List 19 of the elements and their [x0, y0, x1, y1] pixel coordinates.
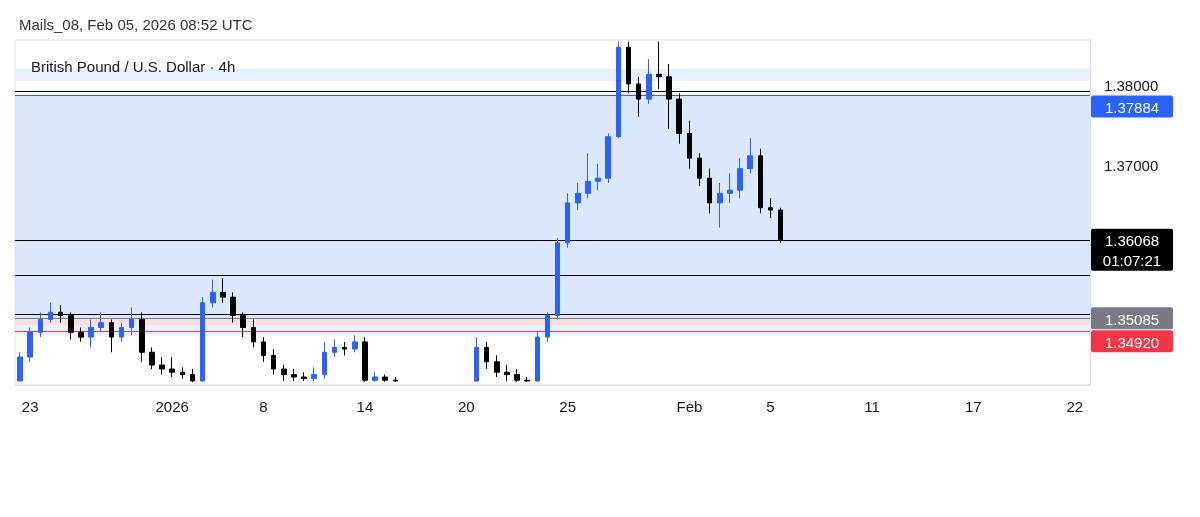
x-tick-label: 14: [356, 398, 374, 415]
y-tick-label: 1.37000: [1104, 156, 1159, 174]
ref-line-label: 1.35085: [1104, 310, 1160, 328]
ref-line-label: 1.37884: [1104, 99, 1160, 117]
x-tick-label: 20: [457, 398, 475, 415]
ref-line-label: 1.34920: [1104, 333, 1160, 351]
x-tick-label: 11: [864, 398, 880, 415]
x-tick-label: 2026: [155, 398, 189, 415]
y-tick-label: 1.38000: [1104, 77, 1159, 95]
x-tick-label: 23: [21, 398, 39, 415]
x-tick-label: 22: [1066, 398, 1084, 415]
x-tick-label: 25: [559, 398, 577, 415]
x-tick-label: 17: [965, 398, 982, 415]
chart-subtitle: Mails_08, Feb 05, 2026 08:52 UTC: [19, 16, 253, 33]
x-tick-label: 5: [766, 398, 775, 415]
x-tick-label: Feb: [676, 398, 703, 415]
ref-line-label: 1.36068 01:07:21: [1102, 232, 1162, 270]
text: British Pound / U.S. Dollar · 4h: [31, 58, 236, 75]
x-tick-label: 8: [259, 398, 268, 415]
